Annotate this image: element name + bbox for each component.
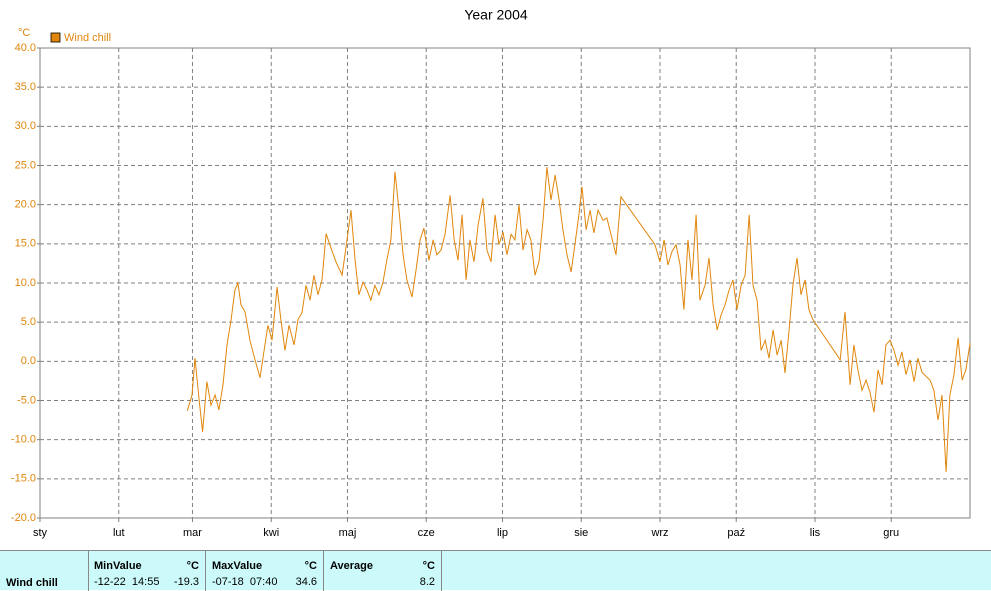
value: -19.3 [173, 576, 199, 588]
y-tick-label: -10.0 [11, 434, 36, 446]
time: -12-22 14:55 [94, 576, 160, 588]
x-tick-label: sty [33, 527, 48, 539]
y-tick-label: 5.0 [21, 316, 36, 328]
column-unit: °C [304, 560, 317, 572]
column-unit: °C [422, 560, 435, 572]
x-tick-label: cze [418, 527, 435, 539]
y-tick-label: 35.0 [15, 81, 36, 93]
column-unit: °C [186, 560, 199, 572]
y-tick-label: 0.0 [21, 355, 36, 367]
column: MaxValue °C -07-18 07:40 34.6 [206, 551, 324, 591]
chart: Year 2004 °C -20.0 -15.0 -10.0 -5.0 0.0 5.0 10… [11, 7, 971, 539]
y-tick-label: 25.0 [15, 159, 36, 171]
column-title: MaxValue [212, 560, 263, 572]
x-tick-label: wrz [650, 527, 668, 539]
x-tick-label: lut [113, 527, 125, 539]
summary-table: Wind chill MinValue °C -12-22 14:55 -19.… [0, 550, 991, 591]
row-label: Wind chill [6, 577, 58, 589]
y-tick-label: -15.0 [11, 473, 36, 485]
x-tick-label: kwi [263, 527, 279, 539]
chart-title: Year 2004 [464, 7, 528, 23]
column: Average °C 8.2 [324, 551, 442, 591]
x-tick-label: lis [810, 527, 821, 539]
y-tick-label: 15.0 [15, 238, 36, 250]
column-title: Average [330, 560, 374, 572]
y-tick-label: 10.0 [15, 277, 36, 289]
legend-label: Wind chill [64, 32, 111, 44]
x-tick-label: lip [497, 527, 508, 539]
y-tick-label: -20.0 [11, 512, 36, 524]
x-tick-label: mar [183, 527, 202, 539]
column-title: MinValue [94, 560, 142, 572]
row-header: Wind chill [0, 551, 89, 591]
column: MinValue °C -12-22 14:55 -19.3 [89, 551, 206, 591]
y-unit: °C [18, 27, 30, 39]
time: -07-18 07:40 [212, 576, 278, 588]
x-tick-label: paź [727, 527, 745, 539]
data-line [186, 167, 971, 472]
x-tick-label: gru [883, 527, 899, 539]
x-tick-label: maj [339, 527, 357, 539]
y-tick-label: 40.0 [15, 42, 36, 54]
value: 8.2 [419, 576, 435, 588]
plot-border [39, 47, 971, 519]
y-tick-label: 20.0 [15, 199, 36, 211]
y-tick-label: -5.0 [17, 394, 36, 406]
y-tick-label: 30.0 [15, 120, 36, 132]
x-tick-label: sie [574, 527, 588, 539]
value: 34.6 [295, 576, 317, 588]
legend-swatch [50, 32, 61, 43]
